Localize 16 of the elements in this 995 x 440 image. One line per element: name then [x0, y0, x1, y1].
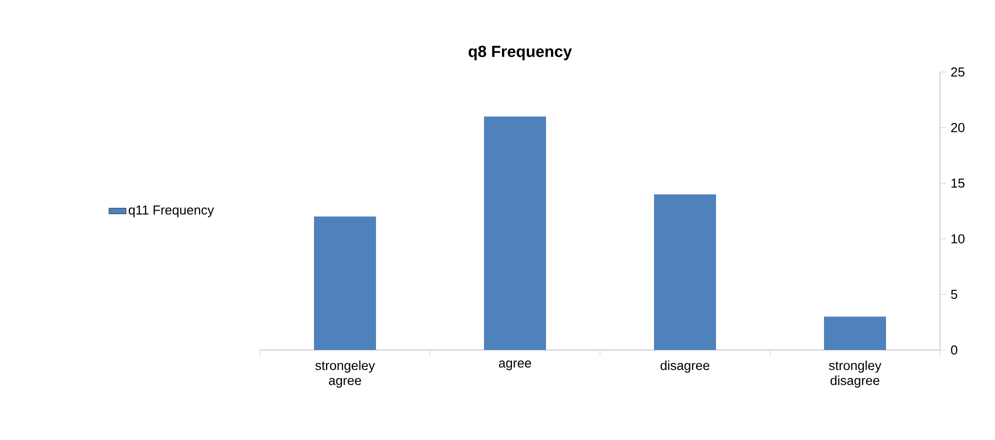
- y-tick-label: 10: [952, 234, 964, 244]
- bar: [314, 216, 376, 350]
- bar: [654, 194, 716, 350]
- x-tick-label: disagree: [660, 360, 710, 373]
- y-tick-label: 25: [951, 67, 964, 77]
- x-tick-label: strongley disagree: [828, 360, 882, 388]
- bar: [484, 116, 546, 350]
- x-tick-label: agree: [498, 360, 532, 370]
- bar: [824, 316, 886, 350]
- y-tick-label: 20: [951, 122, 964, 132]
- chart-title: q8 Frequency: [468, 46, 572, 60]
- legend-label: q11 Frequency: [128, 206, 214, 218]
- x-tick-label: strongeley agree: [315, 360, 375, 388]
- y-tick-label: 5: [951, 290, 958, 299]
- y-tick-label: 15: [952, 178, 964, 188]
- y-tick-label: 0: [951, 345, 958, 355]
